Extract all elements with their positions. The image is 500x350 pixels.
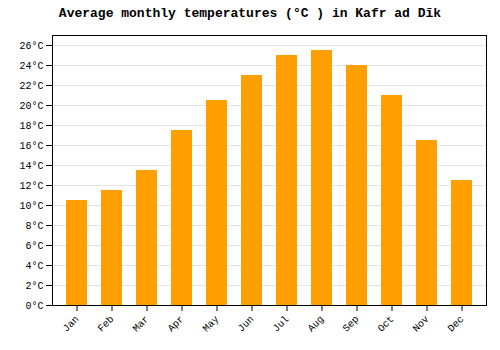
svg-text:May: May	[201, 314, 222, 335]
svg-text:10°C: 10°C	[19, 201, 43, 212]
svg-text:Jul: Jul	[271, 314, 292, 335]
svg-text:12°C: 12°C	[19, 181, 43, 192]
svg-text:18°C: 18°C	[19, 121, 43, 132]
svg-text:Feb: Feb	[96, 314, 117, 335]
svg-text:Apr: Apr	[166, 314, 187, 335]
svg-text:Sep: Sep	[341, 314, 362, 335]
svg-text:Jan: Jan	[61, 314, 82, 335]
svg-text:Dec: Dec	[446, 314, 467, 335]
svg-text:20°C: 20°C	[19, 101, 43, 112]
svg-text:8°C: 8°C	[25, 221, 43, 232]
svg-text:14°C: 14°C	[19, 161, 43, 172]
html-text:Average monthly temperatures (: Average monthly temperatures (°C ) in Ka…	[58, 6, 442, 21]
svg-text:2°C: 2°C	[25, 281, 43, 292]
svg-text:0°C: 0°C	[25, 301, 43, 312]
svg-text:4°C: 4°C	[25, 261, 43, 272]
svg-text:22°C: 22°C	[19, 81, 43, 92]
svg-text:26°C: 26°C	[19, 41, 43, 52]
svg-text:Mar: Mar	[131, 314, 152, 335]
svg-text:Jun: Jun	[236, 314, 257, 335]
svg-text:24°C: 24°C	[19, 61, 43, 72]
svg-text:6°C: 6°C	[25, 241, 43, 252]
svg-text:16°C: 16°C	[19, 141, 43, 152]
svg-text:Oct: Oct	[376, 314, 397, 335]
svg-text:Aug: Aug	[306, 314, 327, 335]
svg-text:Nov: Nov	[411, 314, 432, 335]
